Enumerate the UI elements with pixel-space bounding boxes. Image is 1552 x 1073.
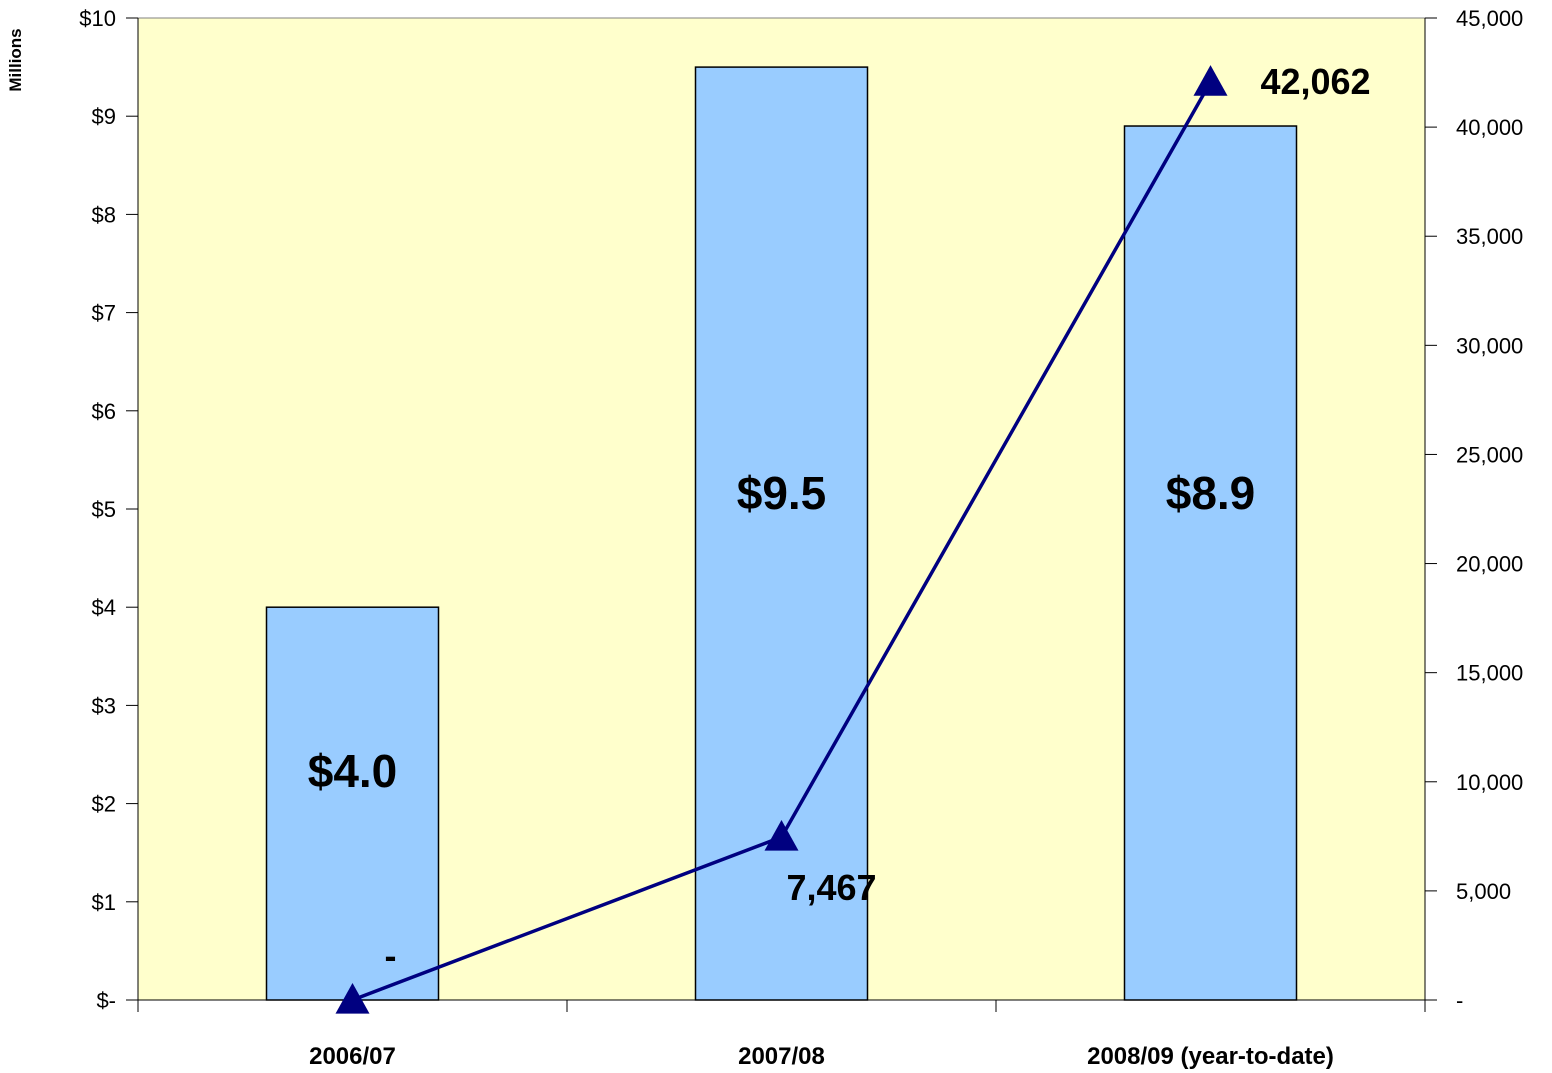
left-axis-tick-label: $7 [92,301,116,326]
right-axis-tick-label: 5,000 [1456,879,1511,904]
left-axis-tick-label: $3 [92,693,116,718]
bar [1123,125,1298,1001]
x-axis: 2006/07 2007/08 2008/09 (year-to-date) [137,999,1426,1070]
left-axis-tick-label: $4 [92,595,116,620]
left-axis-tick-label: $10 [79,6,116,31]
bar [265,606,440,1001]
bar-data-labels: $4.0 $9.5 $8.9 [308,467,1256,797]
left-axis-tick-label: $1 [92,890,116,915]
right-axis-tick-label: 40,000 [1456,115,1523,140]
right-axis: - 5,000 10,000 15,000 20,000 25,000 30,000 35,0… [1424,6,1523,1013]
triangle-marker [764,820,799,851]
triangle-marker [1193,65,1228,96]
x-axis-category-label: 2006/07 [309,1043,396,1070]
left-axis-tick-label: $6 [92,399,116,424]
right-axis-tick-label: 45,000 [1456,6,1523,31]
left-axis: $- $1 $2 $3 $4 $5 $6 $7 $8 $9 $10 [79,6,139,1013]
left-axis-tick-label: $- [96,988,116,1013]
left-axis-tick-label: $2 [92,792,116,817]
line-data-label: 42,062 [1260,61,1370,102]
triangle-marker [335,983,370,1014]
bar-data-label: $4.0 [308,745,398,797]
line-series [335,65,1228,1014]
line-data-labels: - 7,467 42,062 [385,61,1371,976]
left-axis-tick-label: $8 [92,202,116,227]
line-data-label: - [385,935,397,976]
bar-data-label: $8.9 [1166,467,1256,519]
left-axis-tick-label: $9 [92,104,116,129]
bar-series [265,66,1298,1001]
left-axis-title: Millions [6,28,25,91]
right-axis-tick-label: 15,000 [1456,661,1523,686]
right-axis-tick-label: - [1456,988,1463,1013]
right-axis-tick-label: 10,000 [1456,770,1523,795]
x-axis-category-label: 2008/09 (year-to-date) [1087,1043,1334,1070]
right-axis-tick-label: 25,000 [1456,442,1523,467]
right-axis-tick-label: 30,000 [1456,333,1523,358]
bar-data-label: $9.5 [737,467,827,519]
line-data-label: 7,467 [786,867,876,908]
right-axis-tick-label: 20,000 [1456,552,1523,577]
x-axis-category-label: 2007/08 [738,1043,825,1070]
left-axis-tick-label: $5 [92,497,116,522]
right-axis-tick-label: 35,000 [1456,224,1523,249]
